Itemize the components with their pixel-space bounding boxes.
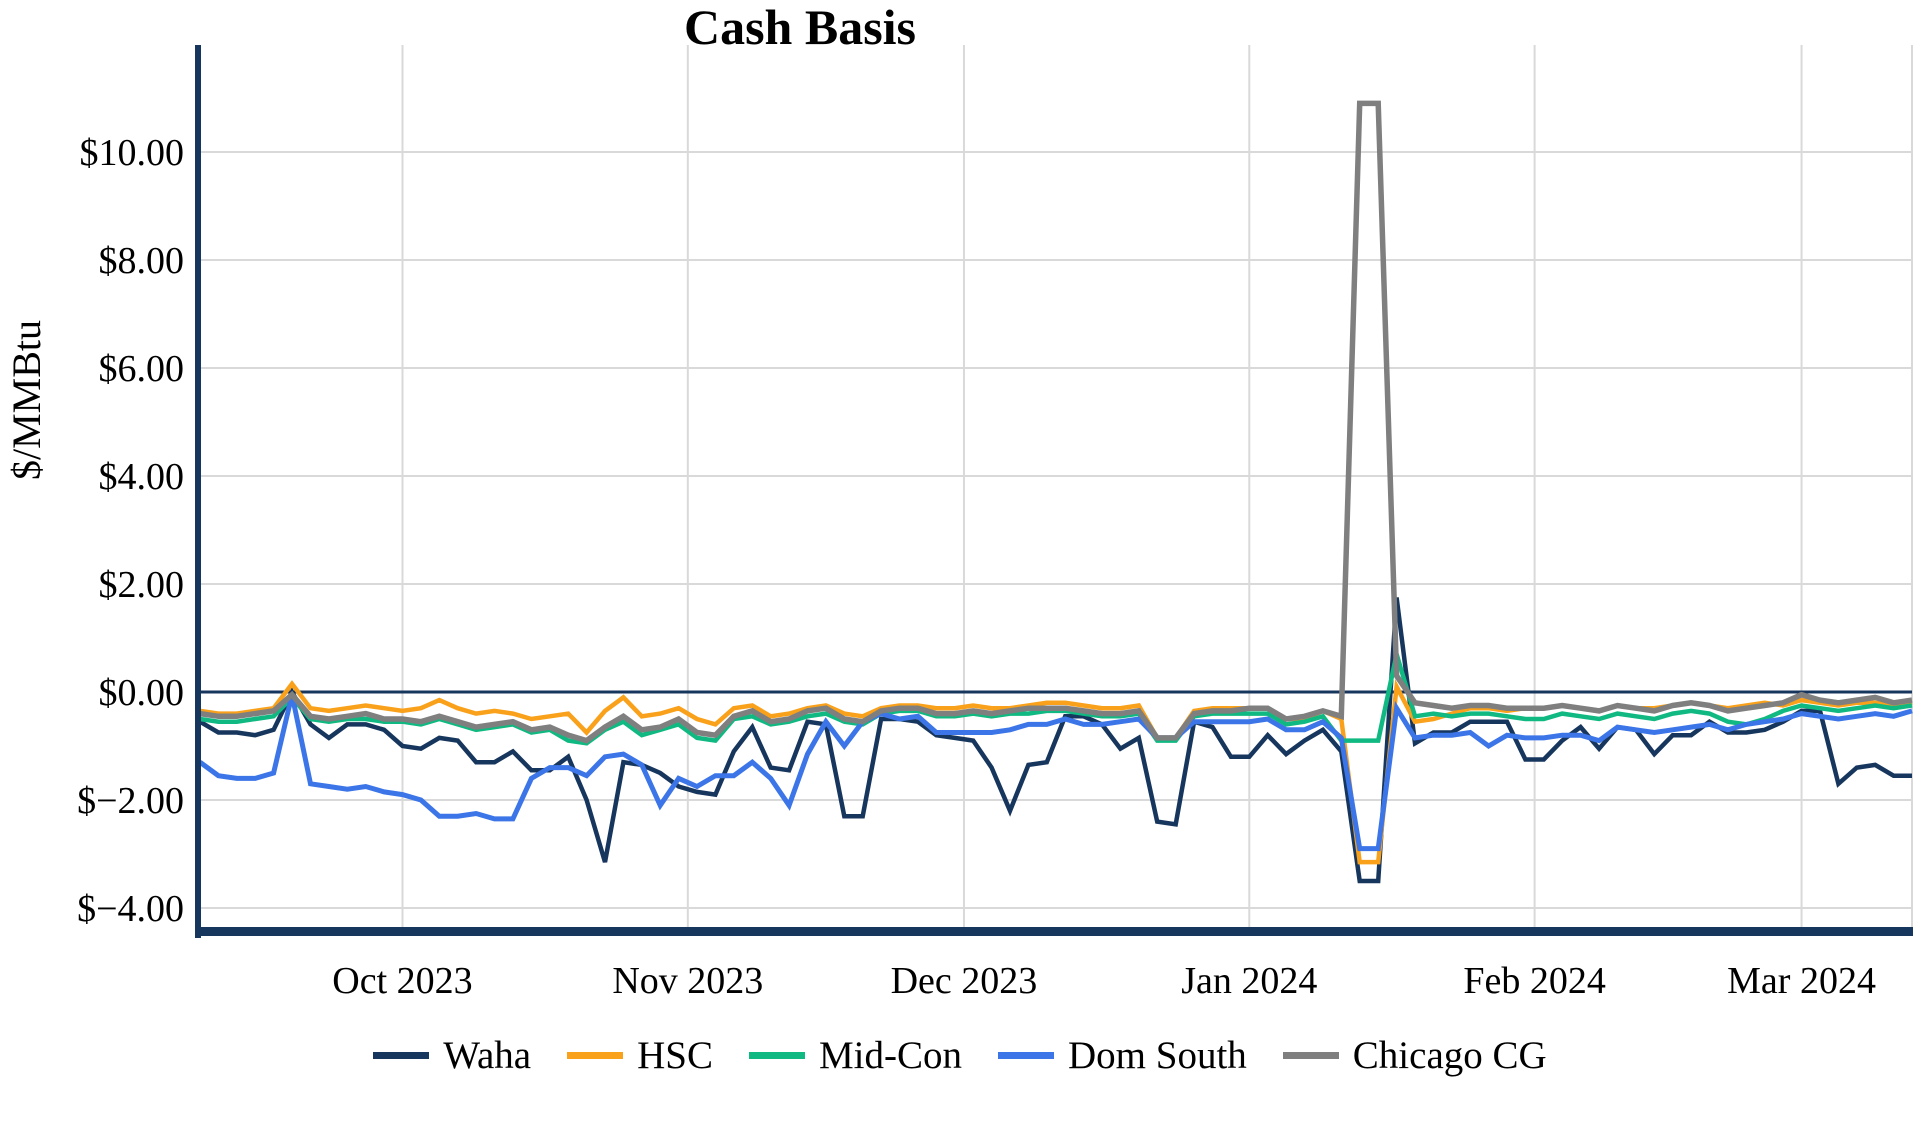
x-tick-label: Mar 2024 <box>1727 960 1876 1002</box>
y-tick-label: $4.00 <box>99 456 185 498</box>
series-line-waha <box>198 597 1912 884</box>
y-tick-label: $10.00 <box>80 132 185 174</box>
legend-label: Waha <box>443 1034 532 1077</box>
y-tick-label: $0.00 <box>99 672 185 714</box>
legend-item-chicago-cg: Chicago CG <box>1282 1034 1547 1077</box>
legend-swatch <box>567 1052 624 1059</box>
legend-swatch <box>373 1052 430 1059</box>
legend-label: Chicago CG <box>1352 1034 1547 1077</box>
legend-swatch <box>1282 1052 1339 1059</box>
legend-item-mid-con: Mid-Con <box>748 1034 962 1077</box>
horizontal-gridlines <box>200 151 1912 909</box>
x-axis-tick-labels: Oct 2023 Nov 2023 Dec 2023 Jan 2024 Feb 2024… <box>332 960 1876 1002</box>
x-tick-label: Dec 2023 <box>891 960 1038 1002</box>
legend-item-dom-south: Dom South <box>998 1036 1247 1075</box>
y-axis-tick-labels: $10.00 $8.00 $6.00 $4.00 $2.00 $0.00 $−2.00 $−4… <box>77 132 184 930</box>
series-lines <box>198 100 1913 884</box>
legend-item-hsc: HSC <box>567 1036 713 1075</box>
x-tick-label: Oct 2023 <box>332 960 472 1002</box>
legend: Waha HSC Mid-Con Dom South Chicago CG <box>0 1036 1920 1075</box>
series-line-chicago-cg <box>199 100 1913 744</box>
vertical-gridlines <box>401 45 1913 929</box>
x-tick-label: Feb 2024 <box>1463 960 1606 1002</box>
x-tick-label: Nov 2023 <box>612 960 763 1002</box>
legend-label: Dom South <box>1068 1034 1247 1077</box>
x-tick-label: Jan 2024 <box>1181 960 1317 1002</box>
y-axis-line <box>195 45 201 938</box>
y-tick-label: $−4.00 <box>77 888 184 930</box>
legend-label: Mid-Con <box>818 1034 962 1077</box>
y-axis-title: $/MMBtu <box>4 320 49 480</box>
legend-swatch <box>998 1052 1054 1059</box>
legend-label: HSC <box>637 1034 713 1077</box>
y-tick-label: $8.00 <box>99 240 185 282</box>
y-tick-label: $−2.00 <box>77 780 184 822</box>
legend-item-waha: Waha <box>373 1036 531 1075</box>
chart-title: Cash Basis <box>684 0 916 55</box>
legend-swatch <box>748 1052 805 1059</box>
series-line-dom-south <box>198 694 1913 852</box>
x-axis-line <box>195 927 1913 936</box>
y-tick-label: $6.00 <box>99 348 185 390</box>
y-tick-label: $2.00 <box>99 564 185 606</box>
